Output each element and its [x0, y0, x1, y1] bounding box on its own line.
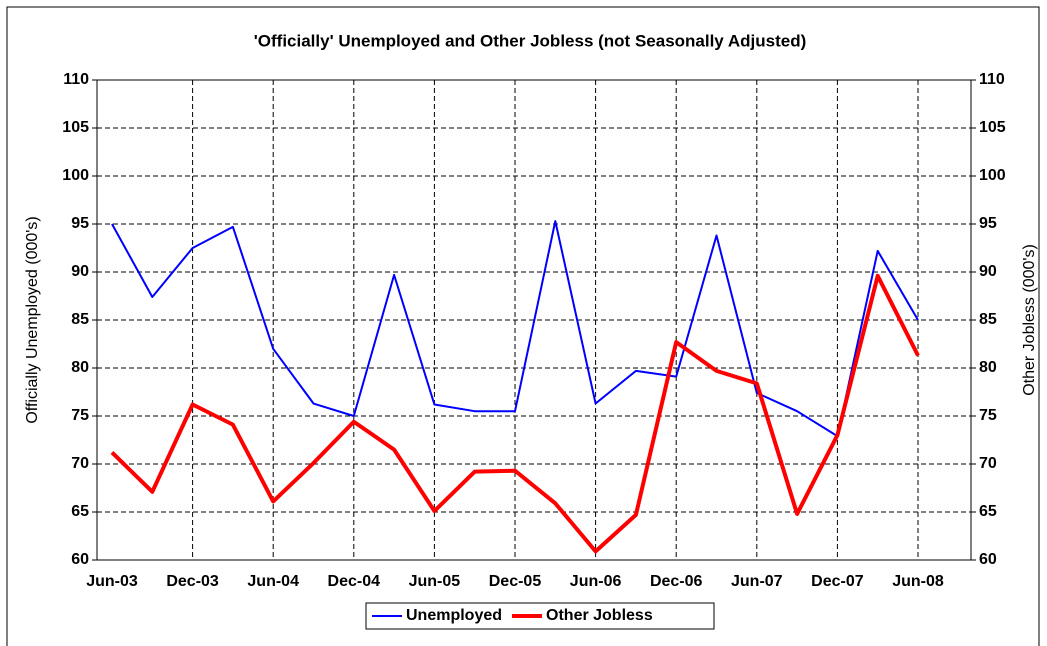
y-tick-label: 110 [63, 71, 89, 88]
x-tick-label: Jun-03 [86, 573, 138, 590]
y2-tick-label: 95 [979, 215, 997, 232]
y2-axis-label: Other Jobless (000's) [1021, 244, 1038, 396]
x-tick-label: Jun-05 [409, 573, 461, 590]
y2-tick-label: 105 [979, 119, 1006, 136]
y-tick-label: 65 [71, 503, 89, 520]
y-tick-label: 95 [71, 215, 89, 232]
x-tick-label: Dec-07 [811, 573, 864, 590]
x-tick-label: Jun-07 [731, 573, 783, 590]
y2-tick-label: 85 [979, 311, 997, 328]
y2-tick-label: 70 [979, 455, 997, 472]
y-tick-label: 80 [71, 359, 89, 376]
x-tick-label: Jun-08 [892, 573, 944, 590]
y-tick-label: 90 [71, 263, 89, 280]
x-tick-label: Dec-04 [328, 573, 381, 590]
x-tick-label: Jun-06 [570, 573, 622, 590]
legend-label: Other Jobless [546, 607, 653, 624]
chart-title: 'Officially' Unemployed and Other Jobles… [254, 31, 807, 50]
y2-tick-label: 75 [979, 407, 997, 424]
y-tick-label: 60 [71, 551, 89, 568]
series-line [111, 220, 919, 438]
y2-tick-label: 60 [979, 551, 997, 568]
y2-tick-label: 90 [979, 263, 997, 280]
plot-frame [96, 79, 972, 561]
y-tick-label: 75 [71, 407, 89, 424]
y2-tick-label: 100 [979, 167, 1006, 184]
y-tick-label: 105 [62, 119, 89, 136]
y2-tick-label: 110 [979, 71, 1005, 88]
y-tick-label: 100 [62, 167, 89, 184]
x-tick-label: Jun-04 [247, 573, 299, 590]
x-tick-label: Dec-03 [166, 573, 219, 590]
chart-frame [6, 6, 1040, 646]
y-axis-label: Officially Unemployed (000's) [24, 216, 41, 423]
x-tick-label: Dec-05 [489, 573, 542, 590]
y2-tick-label: 80 [979, 359, 997, 376]
series-line [110, 273, 920, 554]
legend-label: Unemployed [406, 607, 502, 624]
x-tick-label: Dec-06 [650, 573, 703, 590]
y-tick-label: 70 [71, 455, 89, 472]
y-tick-label: 85 [71, 311, 89, 328]
y2-tick-label: 65 [979, 503, 997, 520]
